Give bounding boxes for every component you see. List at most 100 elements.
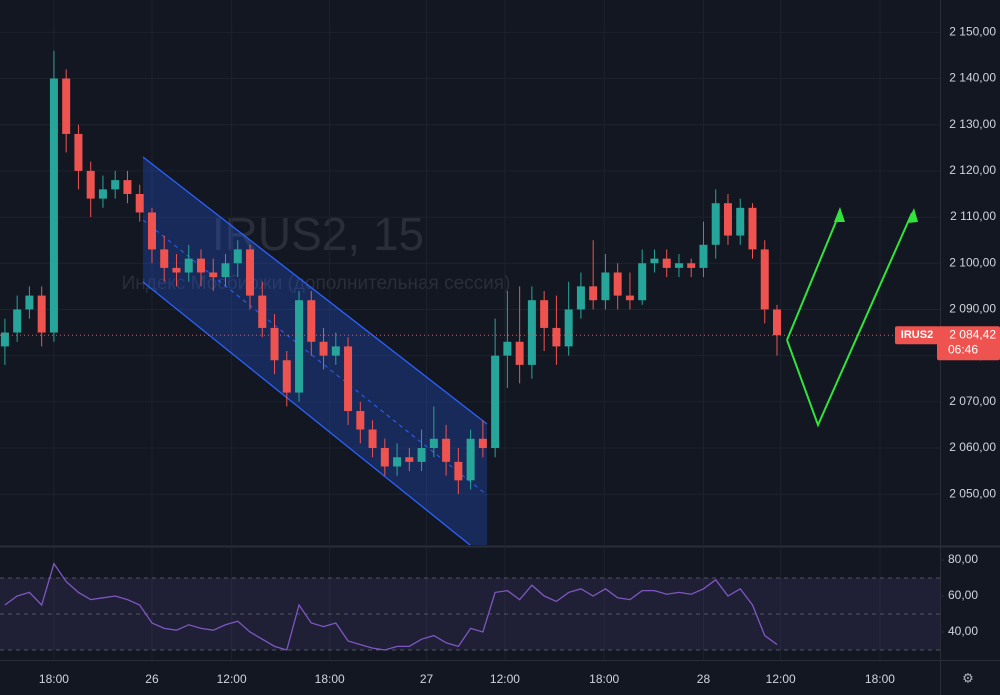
candle-body <box>736 207 745 236</box>
candle-body <box>282 360 291 393</box>
candle-body <box>0 332 9 347</box>
candle-body <box>576 286 585 310</box>
y-tick-label: 2 120,00 <box>949 163 996 177</box>
candle-body <box>196 258 205 273</box>
rsi-band <box>0 578 940 650</box>
candle-body <box>123 180 132 194</box>
y-tick-label: 2 110,00 <box>950 209 996 223</box>
y-tick-label: 2 070,00 <box>949 394 996 408</box>
candle-body <box>49 78 58 333</box>
candle-body <box>25 295 34 310</box>
candle-body <box>393 457 402 467</box>
candle-body <box>184 258 193 273</box>
candle-body <box>111 180 120 190</box>
channel-lower <box>142 281 471 546</box>
candle-body <box>356 411 365 430</box>
candle-body <box>160 249 169 268</box>
candle-body <box>589 286 598 301</box>
candle-body <box>62 78 71 134</box>
x-tick-label: 18:00 <box>865 672 895 686</box>
candle-body <box>564 309 573 347</box>
y-tick-label: 2 150,00 <box>949 25 996 39</box>
candle-body <box>515 341 524 365</box>
candle-body <box>258 295 267 328</box>
y-tick-label: 2 090,00 <box>949 302 996 316</box>
candle-body <box>674 263 683 268</box>
y-tick-label: 2 140,00 <box>949 71 996 85</box>
arrow-head <box>907 208 918 223</box>
candle-body <box>527 300 536 365</box>
watermark-subtitle: Индекс Мосбиржи (дополнительная сессия) <box>122 273 511 294</box>
symbol-label: IRUS2 <box>901 329 933 341</box>
candle-body <box>711 203 720 245</box>
channel-fill <box>143 157 487 545</box>
channel-upper <box>142 156 488 425</box>
candle-body <box>295 300 304 393</box>
candle-body <box>699 244 708 268</box>
candle-body <box>98 189 107 199</box>
candle-body <box>405 457 414 462</box>
y-tick-label: 40,00 <box>948 624 978 638</box>
y-tick-label: 2 100,00 <box>949 255 996 269</box>
y-tick-label: 80,00 <box>948 552 978 566</box>
x-tick-label: 18:00 <box>315 672 345 686</box>
x-tick-label: 26 <box>145 672 159 686</box>
candle-body <box>625 295 634 301</box>
x-tick-label: 12:00 <box>766 672 796 686</box>
x-tick-label: 27 <box>420 672 434 686</box>
candle-body <box>760 249 769 310</box>
price-badge <box>937 326 1000 361</box>
symbol-badge <box>895 326 939 345</box>
candle-body <box>172 267 181 273</box>
candle-body <box>638 263 647 301</box>
candle-body <box>442 438 451 462</box>
candle-body <box>601 272 610 301</box>
last-price-label: 2 084,42 <box>949 327 996 341</box>
candle-body <box>246 249 255 296</box>
candle-body <box>662 258 671 268</box>
forecast-arrow <box>786 212 913 428</box>
x-tick-label: 28 <box>697 672 711 686</box>
candle-body <box>37 295 46 333</box>
candle-body <box>687 263 696 268</box>
candle-body <box>552 327 561 347</box>
candle-body <box>344 346 353 412</box>
candle-body <box>540 300 549 328</box>
candle-body <box>613 272 622 296</box>
candle-body <box>319 341 328 356</box>
candle-body <box>454 461 463 481</box>
candle-body <box>233 249 242 264</box>
candle-body <box>417 448 426 462</box>
x-tick-label: 18:00 <box>39 672 69 686</box>
candle-body <box>380 448 389 467</box>
candle-body <box>147 212 156 250</box>
candle-body <box>429 438 438 449</box>
candle-body <box>221 263 230 278</box>
candle-body <box>748 207 757 250</box>
candle-body <box>331 346 340 356</box>
candle-body <box>13 309 22 333</box>
candle-body <box>491 355 500 449</box>
candle-body <box>74 133 83 171</box>
settings-icon[interactable]: ⚙ <box>962 670 974 685</box>
forecast-arrow <box>786 211 841 341</box>
countdown-label: 06:46 <box>948 342 978 356</box>
x-tick-label: 12:00 <box>490 672 520 686</box>
candle-body <box>270 327 279 361</box>
candle-body <box>723 203 732 236</box>
y-tick-label: 2 130,00 <box>949 117 996 131</box>
candle-body <box>368 429 377 449</box>
y-tick-label: 2 060,00 <box>949 440 996 454</box>
y-tick-label: 2 050,00 <box>949 486 996 500</box>
x-tick-label: 12:00 <box>217 672 247 686</box>
rsi-line <box>4 562 778 651</box>
candle-body <box>209 272 218 278</box>
y-tick-label: 60,00 <box>948 588 978 602</box>
candle-body <box>86 170 95 199</box>
marks <box>0 50 940 651</box>
x-tick-label: 18:00 <box>589 672 619 686</box>
candle-body <box>773 309 782 336</box>
arrow-head <box>834 207 845 222</box>
candle-body <box>307 300 316 342</box>
